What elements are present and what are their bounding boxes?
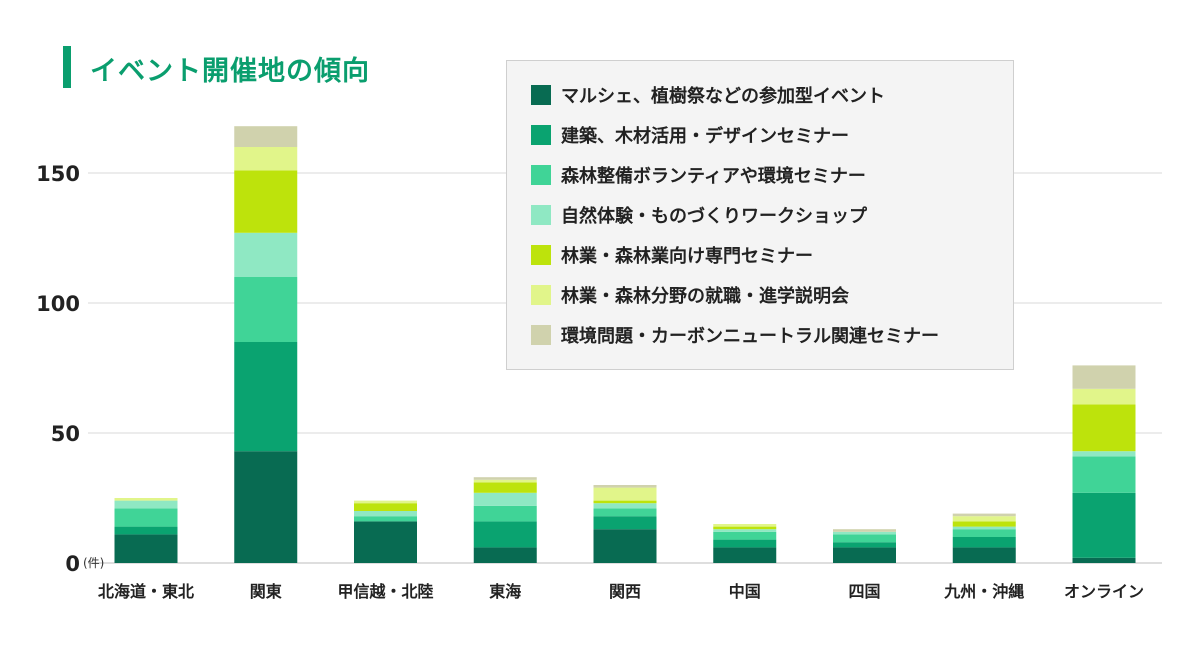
bar-segment [593, 516, 657, 530]
legend-item: 林業・森林分野の就職・進学説明会 [531, 275, 1013, 315]
bar-segment [354, 521, 417, 563]
bar-segment [473, 505, 537, 522]
bar-segment [713, 524, 777, 527]
legend-label: 林業・森林業向け専門セミナー [561, 246, 813, 267]
legend-swatch [531, 245, 551, 265]
legend-label: マルシェ、植樹祭などの参加型イベント [561, 86, 885, 107]
bar-segment [114, 526, 178, 535]
bar-segment [593, 508, 657, 517]
bar-segment [354, 500, 417, 504]
legend-label: 林業・森林分野の就職・進学説明会 [561, 286, 849, 307]
bar-segment [833, 542, 896, 548]
bar-segment [952, 526, 1016, 530]
x-category-label: 関東 [250, 582, 282, 601]
bar-segment [713, 547, 777, 563]
bar-segment [114, 500, 178, 509]
bar-segment [1072, 456, 1136, 493]
legend-item: 建築、木材活用・デザインセミナー [531, 115, 1013, 155]
legend-label: 自然体験・ものづくりワークショップ [561, 206, 867, 227]
x-category-label: 甲信越・北陸 [337, 582, 433, 601]
bar-segment [473, 482, 537, 493]
legend: マルシェ、植樹祭などの参加型イベント 建築、木材活用・デザインセミナー 森林整備ボラ… [506, 60, 1014, 370]
bar-segment [234, 451, 298, 563]
bar-segment [1072, 492, 1136, 558]
legend-item: 自然体験・ものづくりワークショップ [531, 195, 1013, 235]
legend-label: 建築、木材活用・デザインセミナー [561, 126, 849, 147]
bar-segment [593, 503, 657, 509]
bar-segment [593, 500, 657, 504]
bar-segment [354, 503, 417, 511]
x-category-label: 関西 [609, 582, 641, 601]
bar-segment [952, 529, 1016, 537]
bar-segment [473, 479, 537, 483]
title-accent-bar [63, 46, 71, 88]
x-category-label: 九州・沖縄 [943, 582, 1024, 601]
bar-segment [952, 547, 1016, 563]
legend-item: 環境問題・カーボンニュートラル関連セミナー [531, 315, 1013, 355]
legend-item: 林業・森林業向け専門セミナー [531, 235, 1013, 275]
bar-segment [1072, 404, 1136, 452]
bar-segment [354, 516, 417, 522]
x-category-label: オンライン [1064, 582, 1144, 601]
bar-segment [1072, 365, 1136, 389]
x-category-label: 四国 [848, 582, 880, 601]
bar-segment [473, 547, 537, 563]
legend-swatch [531, 205, 551, 225]
bar-segment [354, 511, 417, 517]
bar-segment [234, 147, 298, 171]
bar-segment [952, 516, 1016, 522]
bar-segment [713, 539, 777, 548]
y-tick-label: 0 [65, 552, 80, 576]
bar-segment [234, 277, 298, 342]
legend-label: 森林整備ボランティアや環境セミナー [561, 166, 866, 187]
y-tick-label: 50 [51, 422, 80, 446]
chart-title: イベント開催地の傾向 [90, 56, 370, 87]
bar-segment [473, 492, 537, 506]
bar-segment [1072, 557, 1136, 563]
y-unit-label: (件) [83, 556, 104, 570]
x-category-label: 東海 [489, 582, 521, 601]
legend-swatch [531, 85, 551, 105]
legend-swatch [531, 325, 551, 345]
y-tick-label: 150 [36, 162, 80, 186]
bar-segment [593, 529, 657, 563]
bar-segment [234, 170, 298, 233]
bar-segment [593, 487, 657, 501]
legend-swatch [531, 285, 551, 305]
legend-swatch [531, 125, 551, 145]
bar-segment [833, 547, 896, 563]
bar-segment [713, 531, 777, 540]
bar-segment [593, 485, 657, 488]
bar-segment [952, 537, 1016, 548]
bar-segment [234, 232, 298, 277]
legend-swatch [531, 165, 551, 185]
legend-label: 環境問題・カーボンニュートラル関連セミナー [561, 326, 939, 347]
bar-segment [833, 531, 896, 535]
y-tick-label: 100 [36, 292, 80, 316]
bar-segment [1072, 451, 1136, 457]
bar-segment [952, 521, 1016, 527]
bar-segment [713, 526, 777, 530]
x-category-label: 北海道・東北 [98, 582, 194, 601]
x-category-label: 中国 [729, 582, 761, 601]
legend-item: マルシェ、植樹祭などの参加型イベント [531, 75, 1013, 115]
legend-item: 森林整備ボランティアや環境セミナー [531, 155, 1013, 195]
bar-segment [473, 477, 537, 480]
bar-segment [1072, 388, 1136, 405]
bar-segment [234, 126, 298, 147]
bar-segment [114, 534, 178, 563]
bar-segment [114, 498, 178, 501]
bar-segment [833, 529, 896, 532]
bar-segment [713, 529, 777, 532]
bar-segment [952, 513, 1016, 517]
bar-segment [234, 342, 298, 452]
bar-segment [114, 508, 178, 527]
bar-segment [473, 521, 537, 548]
bar-segment [833, 534, 896, 543]
